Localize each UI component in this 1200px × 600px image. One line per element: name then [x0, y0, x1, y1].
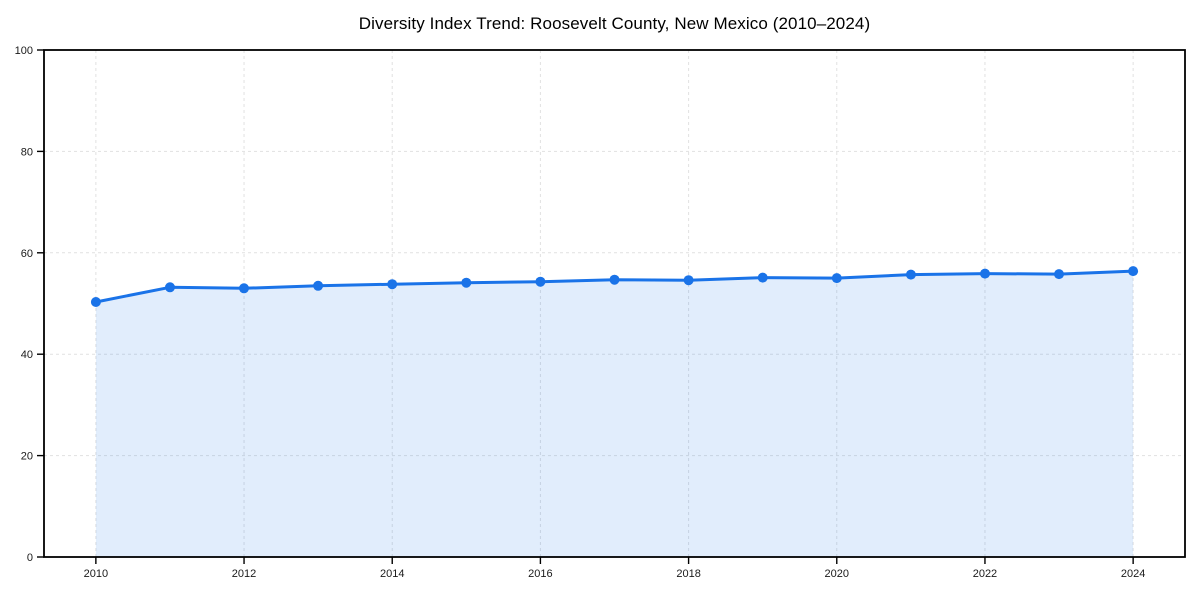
data-point-2013 [313, 280, 324, 291]
x-tick-label: 2018 [676, 568, 700, 580]
data-point-2024 [1128, 266, 1139, 277]
data-point-2015 [461, 277, 472, 288]
x-tick-label: 2022 [973, 568, 997, 580]
data-point-2019 [757, 272, 768, 283]
data-point-2012 [239, 283, 249, 294]
data-point-2021 [905, 269, 916, 280]
data-point-2017 [609, 274, 620, 285]
data-point-2016 [535, 276, 546, 287]
data-point-2011 [165, 282, 175, 293]
y-tick-label: 100 [15, 45, 33, 57]
x-tick-label: 2012 [232, 568, 256, 580]
area-fill [95, 271, 1134, 557]
plot-border [43, 49, 1186, 558]
y-tick-label: 60 [21, 248, 33, 260]
chart-title: Diversity Index Trend: Roosevelt County,… [358, 14, 871, 33]
x-tick-label: 2010 [84, 568, 108, 580]
y-tick-label: 0 [27, 552, 33, 564]
data-point-2022 [980, 268, 990, 279]
data-point-2010 [90, 297, 101, 307]
y-tick-label: 80 [21, 146, 33, 158]
data-point-2018 [683, 275, 694, 286]
x-tick-label: 2016 [528, 568, 552, 580]
x-tick-label: 2014 [380, 568, 404, 580]
x-tick-label: 2024 [1121, 568, 1145, 580]
y-tick-label: 40 [21, 349, 33, 361]
data-point-2014 [387, 279, 398, 290]
x-tick-label: 2020 [825, 568, 849, 580]
data-point-2020 [831, 273, 842, 284]
data-point-2023 [1054, 269, 1064, 280]
y-tick-label: 20 [21, 451, 33, 463]
